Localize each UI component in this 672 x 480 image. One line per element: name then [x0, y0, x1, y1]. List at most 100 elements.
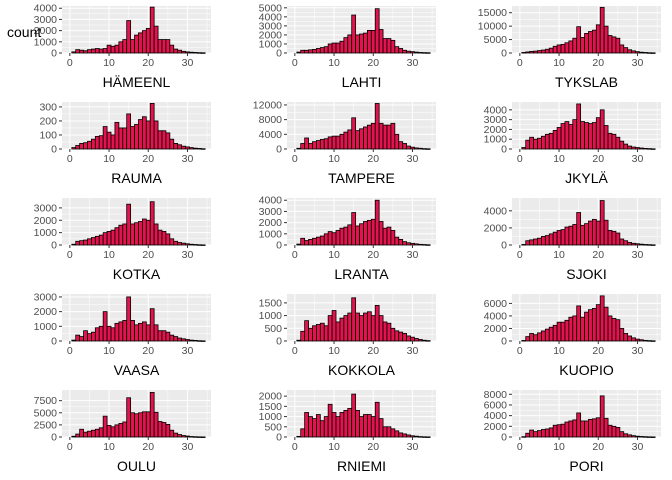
histogram-bar [650, 436, 656, 438]
histogram-bar [607, 230, 613, 246]
histogram-bar [110, 229, 116, 246]
histogram-bar [588, 418, 593, 438]
histogram-bar [339, 40, 345, 54]
panel-sjoki: 0 2000 4000 0 10 20 30 SJOKI [484, 198, 661, 282]
x-tick-label: 0 [517, 153, 523, 165]
histogram-bar [126, 203, 132, 246]
histogram-bar [161, 330, 167, 342]
histogram-bar [185, 243, 190, 246]
histogram-bar [351, 393, 357, 438]
histogram-bar [646, 436, 652, 438]
histogram-bar [189, 243, 194, 246]
histogram-bar [312, 48, 317, 54]
histogram-bar [296, 339, 302, 342]
histogram-bar [378, 122, 384, 150]
y-tick-label: 2000 [259, 391, 283, 403]
histogram-bar [564, 421, 570, 438]
histogram-bar [126, 296, 132, 342]
histogram-bar [572, 119, 578, 150]
histogram-bar [366, 124, 372, 150]
histogram-bar [304, 320, 309, 342]
x-tick-label: 10 [553, 153, 565, 165]
x-tick-label: 30 [182, 57, 194, 69]
histogram-bar [414, 147, 419, 150]
histogram-bar [138, 119, 143, 150]
y-tick-label: 0 [276, 432, 282, 444]
histogram-bar [533, 334, 538, 342]
y-tick-label: 0 [501, 336, 507, 348]
histogram-bar [316, 414, 321, 438]
histogram-bar [611, 318, 617, 342]
y-tick-label: 4000 [484, 104, 508, 116]
histogram-bar [556, 424, 562, 438]
histogram-bar [71, 51, 77, 54]
y-tick-label: 2000 [484, 421, 508, 433]
histogram-bar [529, 333, 534, 342]
x-tick-label: 0 [292, 57, 298, 69]
histogram-bar [631, 337, 636, 342]
y-tick-label: 1000 [259, 228, 283, 240]
histogram-bar [177, 242, 182, 246]
histogram-bar [130, 412, 135, 438]
histogram-bar [83, 142, 88, 150]
histogram-bar [402, 332, 407, 342]
x-axis-title: RNIEMI [337, 458, 386, 474]
x-tick-label: 10 [553, 249, 565, 261]
x-tick-label: 20 [592, 249, 604, 261]
histogram-bar [102, 126, 108, 150]
histogram-bar [390, 122, 396, 150]
x-tick-label: 0 [67, 249, 73, 261]
histogram-bar [185, 51, 190, 54]
histogram-bar [591, 418, 597, 438]
y-tick-label: 1500 [259, 401, 283, 413]
histogram-bar [580, 224, 585, 246]
histogram-bar [390, 327, 396, 342]
histogram-bar [335, 321, 341, 342]
x-tick-label: 0 [292, 249, 298, 261]
histogram-bar [200, 244, 206, 246]
histogram-bar [169, 44, 175, 54]
histogram-bar [425, 148, 431, 150]
histogram-bar [382, 321, 388, 342]
histogram-bar [394, 430, 400, 438]
histogram-bar [87, 333, 92, 342]
histogram-bar [599, 295, 605, 342]
histogram-bar [584, 32, 589, 54]
histogram-bar [94, 135, 100, 150]
y-tick-label: 3000 [259, 206, 283, 218]
histogram-bar [75, 334, 81, 342]
y-tick-label: 0 [276, 144, 282, 156]
histogram-bar [588, 309, 593, 342]
histogram-bar [603, 125, 609, 150]
histogram-bar [595, 417, 601, 438]
x-tick-label: 30 [407, 249, 419, 261]
histogram-bar [529, 239, 534, 246]
histogram-bar [552, 129, 558, 150]
y-tick-label: 7500 [34, 395, 58, 407]
histogram-bar [134, 124, 139, 150]
y-tick-label: 4000 [484, 205, 508, 217]
histogram-bar [607, 315, 613, 342]
histogram-bar [580, 121, 585, 150]
histogram-bar [153, 120, 159, 150]
x-tick-label: 20 [367, 441, 379, 453]
histogram-bar [642, 436, 648, 438]
histogram-bar [580, 37, 585, 54]
histogram-bar [347, 129, 353, 150]
histogram-bar [414, 338, 419, 342]
histogram-bar [552, 324, 558, 342]
histogram-bar [560, 44, 566, 54]
histogram-bar [165, 331, 171, 342]
x-tick-label: 20 [142, 249, 154, 261]
histogram-bar [296, 51, 302, 54]
y-tick-label: 10000 [478, 21, 507, 33]
histogram-bar [134, 413, 139, 438]
histogram-bar [370, 122, 376, 150]
histogram-bar [611, 36, 617, 54]
histogram-bar [382, 38, 388, 54]
histogram-bar [537, 50, 542, 54]
histogram-bar [118, 423, 124, 438]
